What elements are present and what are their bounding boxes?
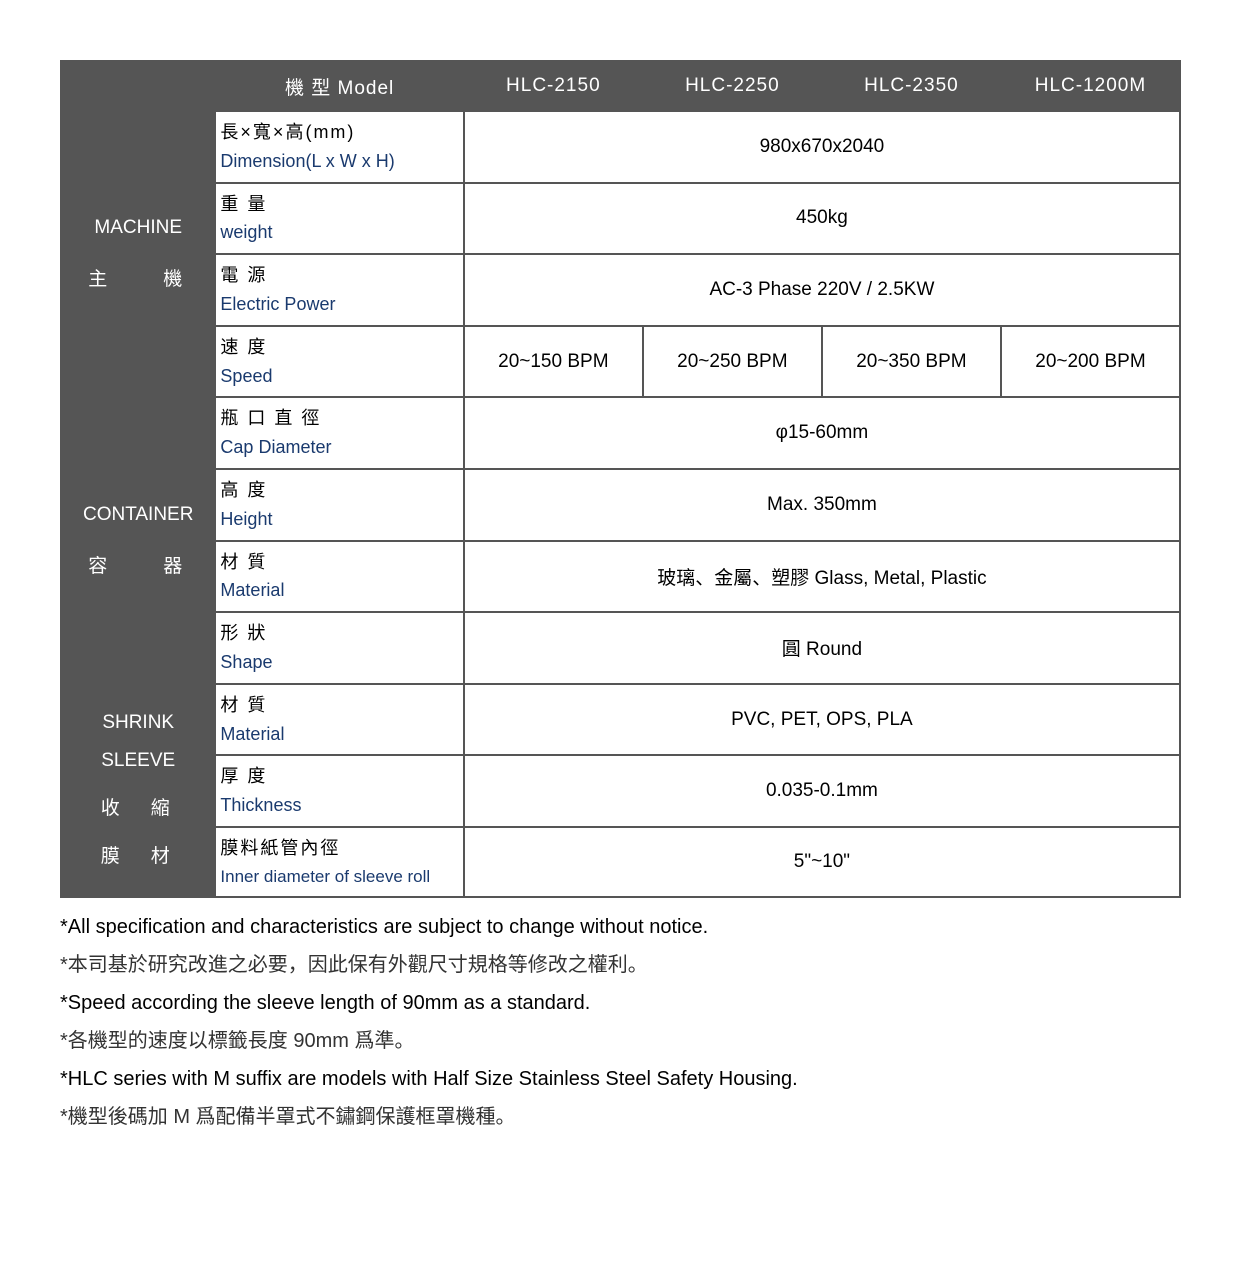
category-container: CONTAINER 容 器	[61, 397, 215, 683]
header-model-1: HLC-2150	[464, 61, 643, 111]
row-capdia: CONTAINER 容 器 瓶 口 直 徑 Cap Diameter φ15-6…	[61, 397, 1180, 469]
row-thickness: 厚 度 Thickness 0.035-0.1mm	[61, 755, 1180, 827]
label-height-cjk: 高 度	[220, 476, 458, 505]
label-weight-cjk: 重 量	[220, 190, 458, 219]
label-speed-en: Speed	[220, 362, 458, 391]
label-smaterial-cjk: 材 質	[220, 691, 458, 720]
label-height: 高 度 Height	[215, 469, 463, 541]
note-5: *HLC series with M suffix are models wit…	[60, 1060, 1181, 1098]
label-power-en: Electric Power	[220, 290, 458, 319]
label-thickness-cjk: 厚 度	[220, 762, 458, 791]
row-height: 高 度 Height Max. 350mm	[61, 469, 1180, 541]
label-height-en: Height	[220, 505, 458, 534]
header-model-2: HLC-2250	[643, 61, 822, 111]
note-4: *各機型的速度以標籤長度 90mm 爲準。	[60, 1022, 1181, 1060]
category-container-cjk: 容 器	[88, 548, 188, 586]
value-thickness: 0.035-0.1mm	[464, 755, 1180, 827]
value-innerdia: 5"~10"	[464, 827, 1180, 897]
label-innerdia-en: Inner diameter of sleeve roll	[220, 863, 458, 890]
value-speed-2: 20~250 BPM	[643, 326, 822, 398]
label-capdia: 瓶 口 直 徑 Cap Diameter	[215, 397, 463, 469]
label-capdia-cjk: 瓶 口 直 徑	[220, 404, 458, 433]
note-1: *All specification and characteristics a…	[60, 908, 1181, 946]
value-power: AC-3 Phase 220V / 2.5KW	[464, 254, 1180, 326]
note-3: *Speed according the sleeve length of 90…	[60, 984, 1181, 1022]
table-header-row: 機 型 Model HLC-2150 HLC-2250 HLC-2350 HLC…	[61, 61, 1180, 111]
category-machine-en: MACHINE	[64, 209, 212, 247]
label-shape-en: Shape	[220, 648, 458, 677]
value-cmaterial: 玻璃、金屬、塑膠 Glass, Metal, Plastic	[464, 541, 1180, 613]
row-weight: 重 量 weight 450kg	[61, 183, 1180, 255]
value-height: Max. 350mm	[464, 469, 1180, 541]
label-innerdia-cjk: 膜料紙管內徑	[220, 834, 458, 863]
label-smaterial-en: Material	[220, 720, 458, 749]
label-cmaterial-cjk: 材 質	[220, 548, 458, 577]
label-shape: 形 狀 Shape	[215, 612, 463, 684]
category-sleeve-cjk2: 膜 材	[101, 838, 176, 876]
category-machine: MACHINE 主 機	[61, 111, 215, 397]
category-machine-cjk: 主 機	[88, 261, 188, 299]
value-speed-4: 20~200 BPM	[1001, 326, 1180, 398]
value-capdia: φ15-60mm	[464, 397, 1180, 469]
label-thickness-en: Thickness	[220, 791, 458, 820]
value-speed-1: 20~150 BPM	[464, 326, 643, 398]
label-dimension-en: Dimension(L x W x H)	[220, 147, 458, 176]
label-weight-en: weight	[220, 218, 458, 247]
value-shape: 圓 Round	[464, 612, 1180, 684]
label-speed-cjk: 速 度	[220, 333, 458, 362]
label-dimension: 長×寬×高(mm) Dimension(L x W x H)	[215, 111, 463, 183]
category-sleeve: SHRINK SLEEVE 收 縮 膜 材	[61, 684, 215, 897]
label-shape-cjk: 形 狀	[220, 619, 458, 648]
row-innerdia: 膜料紙管內徑 Inner diameter of sleeve roll 5"~…	[61, 827, 1180, 897]
notes-block: *All specification and characteristics a…	[60, 908, 1181, 1136]
label-capdia-en: Cap Diameter	[220, 433, 458, 462]
value-dimension: 980x670x2040	[464, 111, 1180, 183]
row-power: 電 源 Electric Power AC-3 Phase 220V / 2.5…	[61, 254, 1180, 326]
label-power: 電 源 Electric Power	[215, 254, 463, 326]
header-model-label: 機 型 Model	[215, 61, 463, 111]
header-model-3: HLC-2350	[822, 61, 1001, 111]
row-shape: 形 狀 Shape 圓 Round	[61, 612, 1180, 684]
row-cmaterial: 材 質 Material 玻璃、金屬、塑膠 Glass, Metal, Plas…	[61, 541, 1180, 613]
spec-table: 機 型 Model HLC-2150 HLC-2250 HLC-2350 HLC…	[60, 60, 1181, 898]
row-speed: 速 度 Speed 20~150 BPM 20~250 BPM 20~350 B…	[61, 326, 1180, 398]
row-smaterial: SHRINK SLEEVE 收 縮 膜 材 材 質 Material PVC, …	[61, 684, 1180, 756]
header-model-4: HLC-1200M	[1001, 61, 1180, 111]
row-dimension: MACHINE 主 機 長×寬×高(mm) Dimension(L x W x …	[61, 111, 1180, 183]
note-2: *本司基於研究改進之必要，因此保有外觀尺寸規格等修改之權利。	[60, 946, 1181, 984]
category-sleeve-cjk1: 收 縮	[101, 790, 176, 828]
label-cmaterial: 材 質 Material	[215, 541, 463, 613]
label-thickness: 厚 度 Thickness	[215, 755, 463, 827]
value-weight: 450kg	[464, 183, 1180, 255]
label-speed: 速 度 Speed	[215, 326, 463, 398]
label-weight: 重 量 weight	[215, 183, 463, 255]
label-power-cjk: 電 源	[220, 261, 458, 290]
label-smaterial: 材 質 Material	[215, 684, 463, 756]
label-dimension-cjk: 長×寬×高(mm)	[220, 118, 458, 147]
value-smaterial: PVC, PET, OPS, PLA	[464, 684, 1180, 756]
note-6: *機型後碼加 M 爲配備半罩式不鏽鋼保護框罩機種。	[60, 1098, 1181, 1136]
category-container-en: CONTAINER	[64, 496, 212, 534]
label-innerdia: 膜料紙管內徑 Inner diameter of sleeve roll	[215, 827, 463, 897]
label-cmaterial-en: Material	[220, 576, 458, 605]
category-sleeve-en1: SHRINK	[64, 704, 212, 742]
value-speed-3: 20~350 BPM	[822, 326, 1001, 398]
header-blank	[61, 61, 215, 111]
category-sleeve-en2: SLEEVE	[64, 742, 212, 780]
